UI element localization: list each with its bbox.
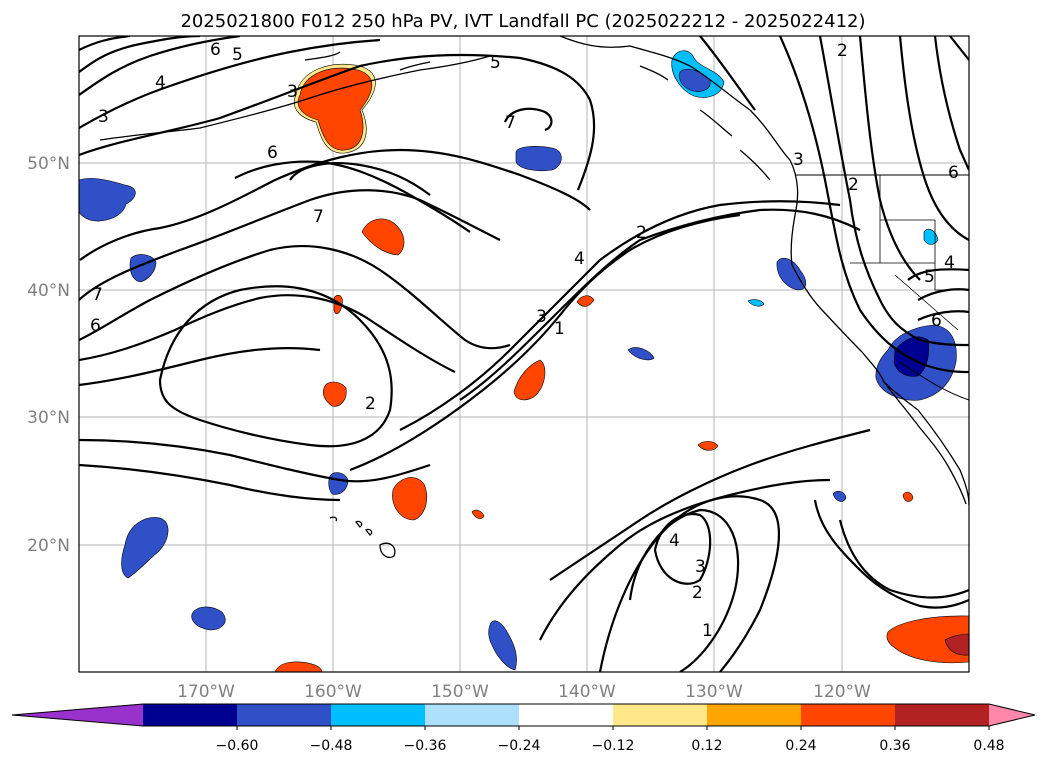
contour-label: 1 [554, 319, 565, 339]
colorbar-extend-max [989, 704, 1035, 726]
contour-label: 5 [490, 53, 501, 73]
colorbar [11, 703, 1036, 727]
contour-label: 5 [232, 45, 243, 65]
map-title: 2025021800 F012 250 hPa PV, IVT Landfall… [180, 11, 865, 32]
contour-label: 4 [669, 531, 680, 551]
map-frame [78, 35, 970, 673]
contour-label: 3 [536, 307, 547, 327]
contour-label: 3 [287, 82, 298, 102]
contour-label: 6 [931, 311, 942, 331]
contour-label: 7 [313, 207, 324, 227]
latitude-labels: 50°N 40°N 30°N 20°N [27, 154, 70, 556]
lat-label: 50°N [27, 154, 70, 174]
contour-label: 7 [92, 285, 103, 305]
colorbar-segment [425, 704, 520, 726]
lon-label: 120°W [813, 682, 871, 702]
lat-label: 20°N [27, 536, 70, 556]
longitude-labels: 170°W 160°W 150°W 140°W 130°W 120°W [177, 682, 871, 702]
lon-label: 160°W [304, 682, 362, 702]
colorbar-segment [331, 704, 426, 726]
contour-label: 6 [948, 163, 959, 183]
lon-label: 170°W [177, 682, 235, 702]
colorbar-segment [237, 704, 332, 726]
contour-label: 7 [505, 113, 516, 133]
contour-labels: 6 5 4 3 3 6 7 2 5 7 6 7 4 3 2 1 2 2 3 6 … [90, 40, 959, 641]
colorbar-segment [707, 704, 802, 726]
contour-label: 4 [944, 253, 955, 273]
pv-contours [79, 36, 969, 672]
lon-label: 150°W [431, 682, 489, 702]
contour-label: 2 [365, 394, 376, 414]
colorbar-segment [143, 704, 238, 726]
coastlines [99, 36, 969, 559]
colorbar-segment [895, 704, 990, 726]
colorbar-tick-label: −0.60 [216, 738, 259, 754]
colorbar-tick-label: 0.48 [973, 738, 1004, 754]
colorbar-tick-label: −0.24 [498, 738, 541, 754]
colorbar-tick-label: 0.24 [785, 738, 816, 754]
contour-label: 1 [702, 621, 713, 641]
colorbar-segment [801, 704, 896, 726]
contour-label: 6 [90, 316, 101, 336]
lon-label: 130°W [685, 682, 743, 702]
colorbar-tick-label: −0.48 [310, 738, 353, 754]
anomaly-fills [79, 50, 969, 672]
colorbar-segment [613, 704, 708, 726]
lat-label: 40°N [27, 281, 70, 301]
colorbar-tick-labels: −0.60 −0.48 −0.36 −0.24 −0.12 0.12 0.24 0.36 0.4… [216, 726, 1005, 754]
contour-label: 5 [924, 267, 935, 287]
colorbar-segment [519, 704, 614, 726]
contour-label: 3 [695, 557, 706, 577]
contour-label: 4 [155, 73, 166, 93]
contour-label: 2 [692, 583, 703, 603]
contour-label: 2 [837, 41, 848, 61]
colorbar-tick-label: 0.36 [879, 738, 910, 754]
positive-anomaly-region [274, 64, 969, 672]
colorbar-tick-label: 0.12 [691, 738, 722, 754]
contour-label: 3 [98, 107, 109, 127]
colorbar-tick-label: −0.36 [404, 738, 447, 754]
colorbar-outline [11, 703, 1036, 727]
contour-label: 4 [574, 249, 585, 269]
contour-label: 6 [267, 143, 278, 163]
colorbar-tick-label: −0.12 [592, 738, 635, 754]
lon-label: 140°W [558, 682, 616, 702]
contour-label: 3 [793, 150, 804, 170]
contour-label: 2 [848, 175, 859, 195]
lat-label: 30°N [27, 408, 70, 428]
contour-label: 2 [636, 223, 647, 243]
colorbar-extend-min [12, 704, 143, 726]
contour-label: 6 [210, 40, 221, 60]
